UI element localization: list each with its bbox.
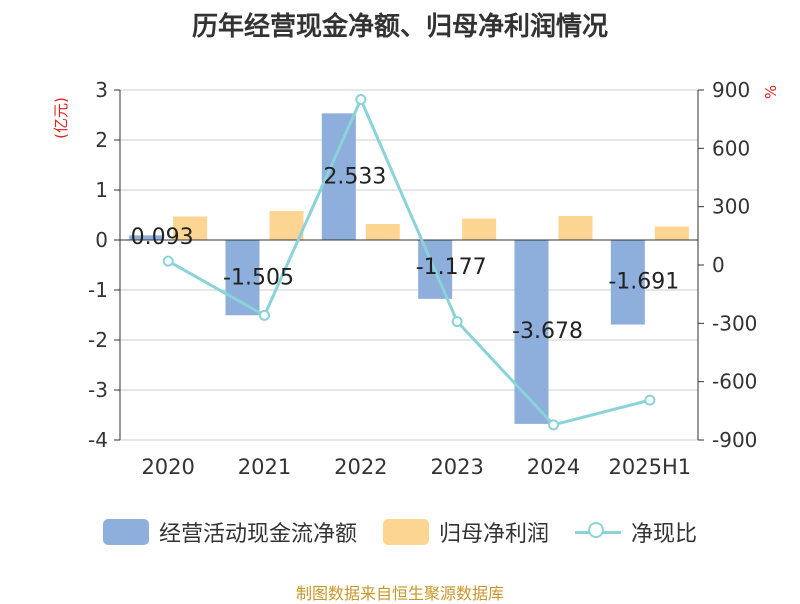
legend: 经营活动现金流净额 归母净利润 净现比 bbox=[0, 516, 800, 548]
point-cash-ratio bbox=[162, 255, 174, 267]
legend-label-cashflow: 经营活动现金流净额 bbox=[158, 522, 357, 547]
legend-item-cashflow[interactable]: 经营活动现金流净额 bbox=[102, 516, 357, 548]
bar-net-profit bbox=[462, 218, 497, 240]
y-left-tick-label: 3 bbox=[95, 78, 108, 102]
point-cash-ratio bbox=[548, 419, 559, 431]
y-right-tick-label: -900 bbox=[712, 428, 757, 452]
legend-label-net-profit: 归母净利润 bbox=[438, 522, 549, 547]
x-tick-label: 2024 bbox=[527, 455, 580, 479]
chart-title: 历年经营现金净额、归母净利润情况 bbox=[191, 12, 608, 42]
line-series bbox=[162, 94, 656, 431]
bar-net-profit bbox=[654, 226, 689, 240]
bar-net-profit bbox=[365, 224, 400, 240]
point-cash-ratio bbox=[259, 309, 270, 321]
point-cash-ratio bbox=[644, 394, 656, 406]
bar-cashflow bbox=[514, 240, 549, 424]
y-left-tick-label: -4 bbox=[88, 428, 108, 452]
bar-net-profit bbox=[269, 211, 304, 240]
y-left-tick-label: -1 bbox=[88, 278, 108, 302]
data-label-cashflow: -1.505 bbox=[223, 265, 294, 290]
data-label-cashflow: -1.691 bbox=[608, 270, 679, 295]
y-left-tick-label: -3 bbox=[88, 378, 108, 402]
y-left-unit-label: (亿元) bbox=[52, 97, 70, 139]
y-right-tick-label: -300 bbox=[712, 311, 757, 335]
legend-swatch-cashflow bbox=[102, 519, 149, 545]
x-tick-label: 2020 bbox=[141, 455, 194, 479]
axes: 3 2 1 0 -1 -2 -3 -4 900 600 300 0 -300 -600 -900 (亿元)% 2… bbox=[52, 78, 780, 479]
line-cash-ratio bbox=[167, 95, 651, 427]
source-note: 制图数据来自恒生聚源数据库 bbox=[295, 584, 504, 603]
y-left-tick-label: 1 bbox=[95, 178, 108, 202]
y-left-tick-label: 2 bbox=[95, 128, 108, 152]
y-left-tick-label: 0 bbox=[95, 228, 108, 252]
x-tick-label: 2025H1 bbox=[609, 455, 692, 479]
data-label-cashflow: 2.533 bbox=[323, 164, 386, 189]
y-right-unit-label: % bbox=[762, 85, 780, 99]
point-cash-ratio bbox=[355, 94, 367, 106]
legend-item-cash-ratio[interactable]: 净现比 bbox=[575, 516, 697, 548]
y-right-tick-label: -600 bbox=[712, 370, 757, 394]
x-tick-label: 2022 bbox=[334, 455, 387, 479]
point-cash-ratio bbox=[451, 316, 463, 328]
legend-label-cash-ratio: 净现比 bbox=[631, 522, 698, 547]
y-right-tick-label: 0 bbox=[712, 253, 725, 277]
y-right-tick-label: 300 bbox=[712, 195, 750, 219]
y-left-tick-label: -2 bbox=[88, 328, 108, 352]
legend-swatch-cash-ratio bbox=[575, 519, 621, 545]
x-tick-label: 2023 bbox=[430, 455, 483, 479]
bar-net-profit bbox=[173, 216, 208, 240]
bar-net-profit bbox=[558, 216, 593, 240]
y-right-tick-label: 900 bbox=[712, 78, 750, 102]
bar-cashflow bbox=[610, 240, 645, 325]
data-label-cashflow: -1.177 bbox=[416, 255, 487, 280]
legend-swatch-net-profit bbox=[382, 519, 429, 545]
y-right-tick-label: 600 bbox=[712, 136, 750, 160]
data-label-cashflow: 0.093 bbox=[131, 225, 194, 250]
x-tick-label: 2021 bbox=[238, 455, 291, 479]
data-labels: 0.093 -1.505 2.533 -1.177 -3.678 -1.691 bbox=[131, 164, 680, 344]
data-label-cashflow: -3.678 bbox=[512, 319, 583, 344]
bar-series bbox=[129, 113, 689, 424]
legend-item-net-profit[interactable]: 归母净利润 bbox=[382, 516, 549, 548]
bar-cashflow bbox=[129, 235, 164, 240]
